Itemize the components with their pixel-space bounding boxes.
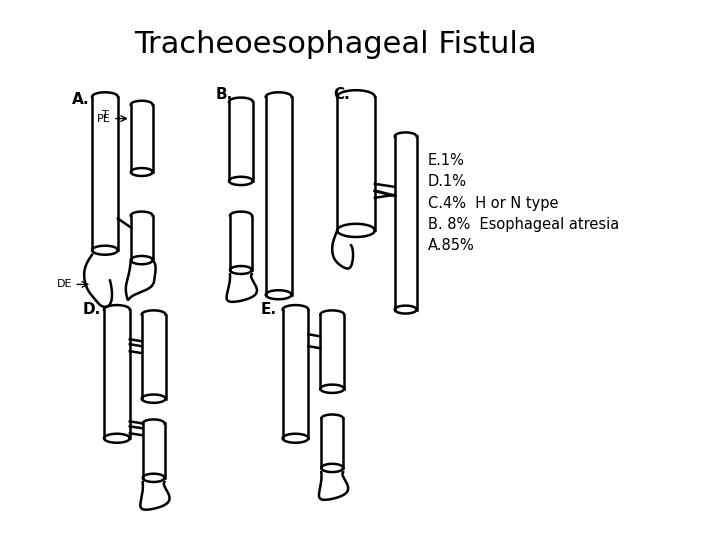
Bar bbox=[229, 181, 253, 187]
Bar bbox=[373, 186, 408, 204]
Bar bbox=[321, 468, 343, 481]
Bar bbox=[129, 421, 144, 435]
Bar bbox=[131, 260, 153, 273]
Bar bbox=[395, 309, 417, 315]
Bar bbox=[142, 399, 166, 405]
Bar bbox=[142, 314, 166, 399]
Bar bbox=[337, 97, 375, 231]
Text: B.: B. bbox=[216, 87, 233, 102]
Bar bbox=[230, 215, 252, 270]
Bar bbox=[230, 270, 252, 276]
Bar bbox=[131, 215, 153, 260]
Text: Tracheoesophageal Fistula: Tracheoesophageal Fistula bbox=[134, 30, 536, 59]
Bar bbox=[143, 478, 165, 491]
Text: PE: PE bbox=[97, 113, 111, 124]
Bar bbox=[337, 231, 375, 248]
Bar bbox=[131, 172, 153, 178]
Text: DE: DE bbox=[57, 279, 72, 289]
Text: A.: A. bbox=[72, 92, 90, 107]
Text: A.85%: A.85% bbox=[428, 239, 474, 253]
Bar bbox=[266, 97, 292, 295]
Bar bbox=[131, 105, 153, 172]
Text: T: T bbox=[102, 110, 108, 120]
Bar bbox=[104, 309, 130, 438]
Bar bbox=[374, 184, 396, 199]
Text: D.: D. bbox=[82, 302, 100, 316]
Text: E.1%: E.1% bbox=[428, 153, 464, 168]
Bar bbox=[143, 423, 165, 478]
Text: C.4%  H or N type: C.4% H or N type bbox=[428, 195, 559, 211]
Bar bbox=[283, 309, 308, 438]
Bar bbox=[395, 137, 417, 309]
Bar bbox=[229, 102, 253, 181]
Text: D.1%: D.1% bbox=[428, 174, 467, 190]
Bar bbox=[92, 250, 118, 259]
Bar bbox=[321, 418, 343, 468]
Bar bbox=[283, 438, 308, 452]
Bar bbox=[92, 97, 118, 250]
Bar bbox=[320, 314, 344, 389]
Bar bbox=[129, 339, 143, 353]
Bar bbox=[307, 334, 321, 348]
Bar bbox=[104, 438, 130, 452]
Text: C.: C. bbox=[333, 87, 350, 102]
Text: B. 8%  Esophageal atresia: B. 8% Esophageal atresia bbox=[428, 217, 619, 232]
Bar bbox=[266, 295, 292, 301]
Bar bbox=[320, 389, 344, 395]
Text: E.: E. bbox=[261, 302, 276, 316]
